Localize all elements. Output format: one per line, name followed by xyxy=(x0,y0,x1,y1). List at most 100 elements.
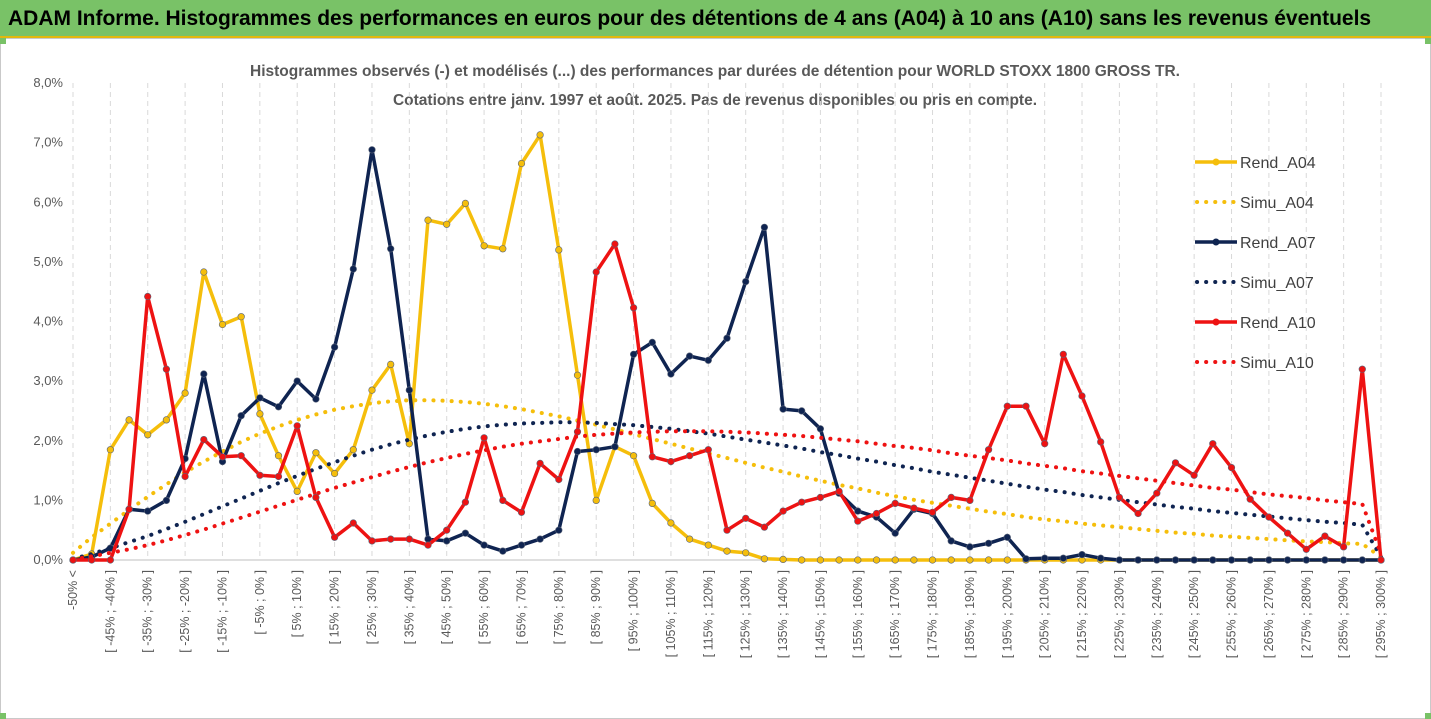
rend-a10-point xyxy=(685,452,694,460)
rend-a10-point xyxy=(1059,350,1067,358)
rend-a10-point xyxy=(387,535,395,543)
y-tick-label: 1,0% xyxy=(33,492,63,507)
rend-a04-point xyxy=(816,556,825,564)
x-tick-label: [ 245% ; 250% ] xyxy=(1187,570,1201,658)
rend-a10-point xyxy=(667,458,675,466)
rend-a10-point xyxy=(816,493,825,502)
legend[interactable]: Rend_A04 Simu_A04 Rend_A07 Simu_A07 Rend_A10… xyxy=(1195,155,1316,372)
rend-a07-point xyxy=(274,403,283,411)
rend-a10-point xyxy=(1283,529,1292,537)
simu-a04-line xyxy=(71,398,1383,559)
rend-a10-point xyxy=(256,471,264,479)
rend-a07-point xyxy=(368,146,376,154)
rend-a10-point xyxy=(1190,471,1198,479)
rend-a07-point xyxy=(573,447,582,456)
rend-a07-point xyxy=(648,338,656,347)
rend-a04-point xyxy=(237,313,245,321)
rend-a07-point xyxy=(1003,533,1011,541)
x-tick-label: [ 55% ; 60% ] xyxy=(477,570,491,644)
rend-a10-point xyxy=(1339,543,1348,551)
y-tick-label: 2,0% xyxy=(33,433,63,448)
rend-a04-point xyxy=(891,556,899,564)
rend-a07-point xyxy=(144,507,152,515)
legend-item-simu-a07[interactable]: Simu_A07 xyxy=(1195,275,1314,292)
rend-a04-point xyxy=(331,469,339,478)
rend-a04-point xyxy=(144,431,152,439)
rend-a04-point xyxy=(984,556,993,564)
x-tick-label: [ 215% ; 220% ] xyxy=(1075,570,1089,658)
rend-a07-point xyxy=(742,278,750,286)
x-tick-label: [ 145% ; 150% ] xyxy=(813,570,827,658)
rend-a07-point xyxy=(667,370,675,378)
corner-mark-top-left xyxy=(0,38,6,44)
rend-a04-point xyxy=(573,371,582,379)
x-tick-label: [ 105% ; 110% ] xyxy=(664,570,678,657)
x-tick-label: [ 205% ; 210% ] xyxy=(1038,570,1052,658)
rend-a07-point xyxy=(629,350,638,358)
rend-a10-point xyxy=(424,541,432,549)
rend-a07-point xyxy=(779,405,787,413)
rend-a04-point xyxy=(555,246,563,254)
rend-a10-point xyxy=(312,493,320,502)
rend-a10-point xyxy=(555,475,563,484)
rend-a10-point xyxy=(1321,532,1329,540)
rend-a10-point xyxy=(704,446,712,454)
simu-a10-line xyxy=(71,429,1383,562)
legend-item-simu-a10[interactable]: Simu_A10 xyxy=(1195,355,1314,372)
rend-a07-point xyxy=(685,352,694,360)
rend-a10-point xyxy=(499,496,507,505)
rend-a07-point xyxy=(1339,556,1348,564)
rend-a07-point xyxy=(611,443,619,451)
legend-item-simu-a04[interactable]: Simu_A04 xyxy=(1195,195,1314,212)
x-tick-label: [ -45% ; -40% ] xyxy=(103,570,117,653)
corner-mark-bottom-left xyxy=(0,713,6,719)
rend-a07-point xyxy=(891,529,899,537)
rend-a10-point xyxy=(1246,495,1254,503)
rend-a04-point xyxy=(592,496,600,505)
rend-a04-point xyxy=(256,410,264,418)
rend-a07-point xyxy=(237,412,245,420)
rend-a04-point xyxy=(349,446,357,454)
x-tick-label: [ -5% ; 0% ] xyxy=(253,570,267,635)
x-tick-label: [ 35% ; 40% ] xyxy=(402,570,416,644)
rend-a04-point xyxy=(704,541,712,549)
rend-a04-point xyxy=(1003,556,1011,564)
rend-a10-point xyxy=(1134,509,1142,518)
rend-a10-point xyxy=(1022,402,1030,410)
rend-a10-point xyxy=(1358,365,1366,373)
rend-a07-point xyxy=(984,539,993,547)
legend-marker xyxy=(1212,158,1220,166)
rend-a07-point xyxy=(592,446,600,454)
rend-a10-point xyxy=(1041,440,1049,448)
x-tick-label: [ 85% ; 90% ] xyxy=(589,570,603,644)
rend-a10-point xyxy=(629,304,638,312)
rend-a07-point xyxy=(331,343,339,351)
rend-a04-point xyxy=(872,556,881,564)
legend-item-rend-a04[interactable]: Rend_A04 xyxy=(1195,155,1316,172)
rend-a10-point xyxy=(293,422,301,430)
corner-mark-top-right xyxy=(1425,38,1431,44)
rend-a04-point xyxy=(928,556,937,564)
y-tick-label: 6,0% xyxy=(33,194,63,209)
legend-item-rend-a10[interactable]: Rend_A10 xyxy=(1195,315,1316,332)
rend-a07-point xyxy=(555,526,563,534)
y-tick-label: 0,0% xyxy=(33,552,63,567)
rend-a04-point xyxy=(910,556,918,564)
rend-a10-point xyxy=(1227,464,1236,472)
rend-a04-point xyxy=(461,199,470,207)
rend-a10-point xyxy=(611,240,619,248)
rend-a07-point xyxy=(1265,556,1273,564)
rend-a07-point xyxy=(966,543,974,551)
x-axis: -50% < [ -45% ; -40% ] [ -35% ; -30% ] [ -2… xyxy=(66,570,1388,658)
x-tick-label: [ -25% ; -20% ] xyxy=(178,570,192,653)
legend-label: Rend_A10 xyxy=(1240,315,1316,332)
legend-item-rend-a07[interactable]: Rend_A07 xyxy=(1195,235,1316,252)
rend-a04-point xyxy=(106,446,114,454)
rend-a04-point xyxy=(387,360,395,369)
x-tick-label: [ 235% ; 240% ] xyxy=(1150,570,1164,658)
rend-a04-point xyxy=(218,320,227,329)
rend-a04-point xyxy=(798,556,806,564)
rend-a07-point xyxy=(312,395,320,403)
rend-a07-point xyxy=(443,537,451,545)
rend-a10-point xyxy=(1115,493,1123,502)
